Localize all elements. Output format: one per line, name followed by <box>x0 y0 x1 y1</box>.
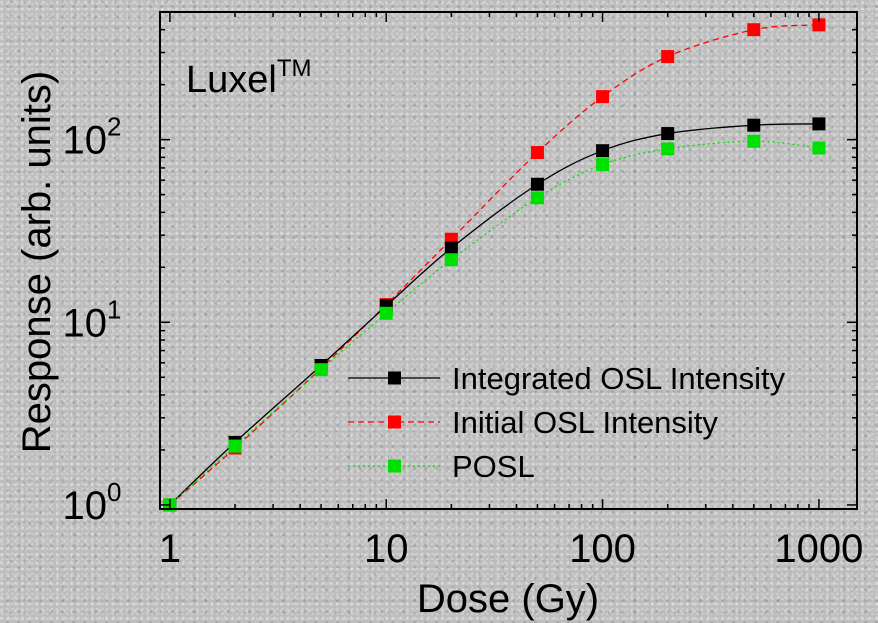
y-tick-label: 100 <box>63 477 122 528</box>
data-point <box>530 146 544 160</box>
legend: Integrated OSL Intensity Initial OSL Inte… <box>348 361 786 484</box>
y-tick-exponent: 1 <box>107 294 121 324</box>
data-point <box>812 18 826 32</box>
legend-marker <box>388 459 401 473</box>
x-tick-label: 100 <box>569 527 636 571</box>
annotation-superscript: TM <box>277 55 312 82</box>
data-point <box>444 253 458 267</box>
data-point <box>747 23 761 37</box>
legend-marker <box>388 371 401 385</box>
x-tick-label: 10 <box>364 527 409 571</box>
data-point <box>661 142 675 156</box>
data-point <box>228 439 242 453</box>
data-point <box>530 191 544 205</box>
series-line <box>169 123 819 506</box>
annotation-text: Luxel <box>186 59 277 101</box>
plot-frame <box>159 11 858 510</box>
data-point <box>596 90 610 104</box>
x-tick-label: 1000 <box>774 527 863 571</box>
plot-marks <box>163 18 826 512</box>
y-axis-title: Response (arb. units) <box>15 71 59 453</box>
data-point <box>314 363 328 377</box>
data-point <box>747 134 761 148</box>
x-axis-title: Dose (Gy) <box>417 577 599 621</box>
data-point <box>530 177 544 191</box>
y-tick-label: 101 <box>63 294 122 345</box>
data-point <box>747 118 761 132</box>
y-tick-base: 10 <box>63 484 108 528</box>
series-line <box>169 24 819 506</box>
data-point <box>812 141 826 155</box>
x-tick-label: 1 <box>159 527 181 571</box>
y-tick-exponent: 0 <box>107 477 121 507</box>
legend-label: POSL <box>452 449 535 484</box>
data-point <box>379 306 393 320</box>
data-point <box>661 50 675 64</box>
y-tick-label: 102 <box>63 112 122 163</box>
y-tick-exponent: 2 <box>107 112 121 142</box>
legend-label: Integrated OSL Intensity <box>452 361 786 396</box>
data-point <box>596 158 610 172</box>
data-point <box>812 117 826 131</box>
data-point <box>596 144 610 158</box>
y-tick-base: 10 <box>63 301 108 345</box>
luxel-annotation: LuxelTM <box>186 55 312 101</box>
y-tick-base: 10 <box>63 119 108 163</box>
legend-label: Initial OSL Intensity <box>452 405 718 440</box>
data-point <box>444 241 458 255</box>
legend-marker <box>388 415 401 429</box>
data-point <box>661 127 675 141</box>
series-line <box>169 140 819 506</box>
